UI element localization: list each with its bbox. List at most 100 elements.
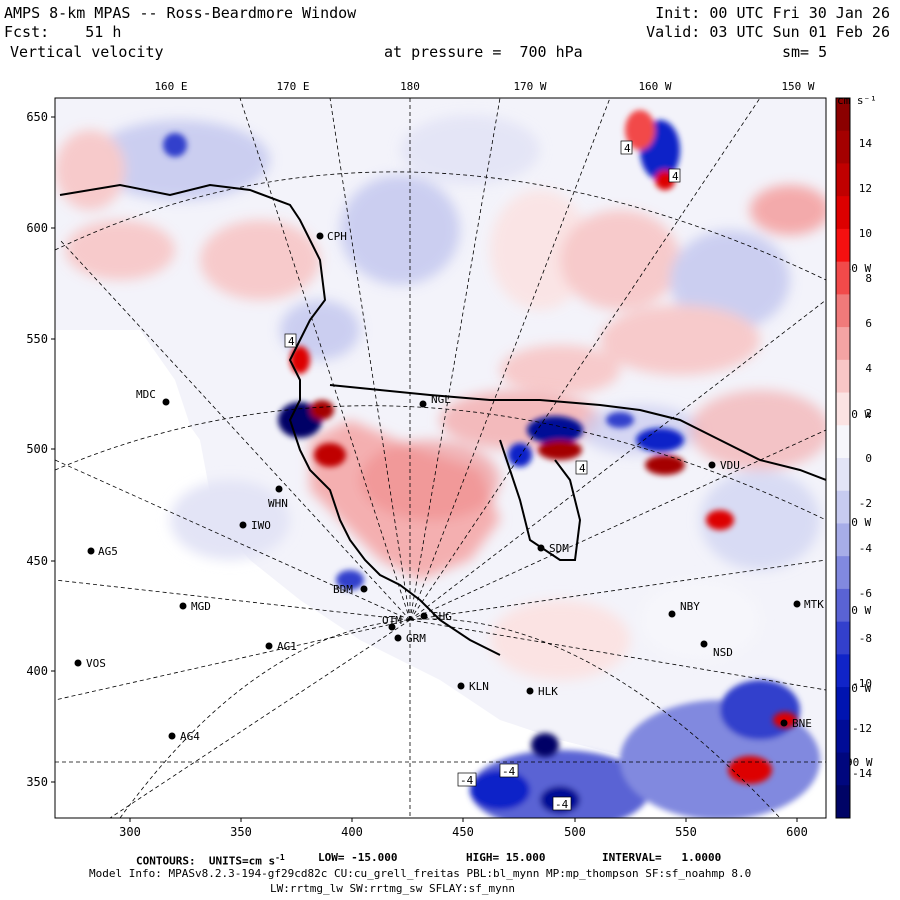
colorbar-swatch (836, 719, 850, 754)
colorbar-swatch (836, 163, 850, 197)
contour-labels: 4 4 4 4 -4 -4 -4 (284, 140, 681, 811)
station-marker (793, 600, 801, 608)
top-lon-label: 180 (400, 80, 420, 93)
colorbar-tick-label: -10 (852, 677, 872, 690)
station-label-mgd: MGD (191, 600, 211, 613)
station-label-nsd: NSD (713, 646, 733, 659)
station-marker (162, 398, 170, 406)
station-label-shg: SHG (432, 610, 452, 623)
colorbar-tick-label: -14 (852, 767, 872, 780)
pressure-level: at pressure = 700 hPa (384, 43, 583, 61)
colorbar-tick-labels: 14 12 10 8 6 4 2 0 -2 -4 -6 -8 -10 -12 -14 (852, 137, 872, 780)
colorbar-swatch (836, 228, 850, 263)
colorbar-swatch (836, 98, 850, 132)
station-label-ag4: AG4 (180, 730, 200, 743)
top-lon-label: 160 W (638, 80, 671, 93)
map-frame (54, 97, 827, 819)
contour-label: -4 (502, 765, 516, 778)
station-label-ngl: NGL (431, 393, 451, 406)
station-label-mdc: MDC (136, 388, 156, 401)
colorbar-tick-label: 0 (865, 452, 872, 465)
station-label-otm: OTM (382, 614, 402, 627)
colorbar-swatch (836, 327, 850, 361)
colorbar-swatch (836, 490, 850, 524)
station-marker (708, 461, 716, 469)
colorbar-units: cm s⁻¹ (837, 94, 877, 107)
colorbar-tick-label: 4 (865, 362, 872, 375)
colorbar-swatch (836, 588, 850, 623)
colorbar-tick-label: -6 (859, 587, 872, 600)
smoothing: sm= 5 (782, 43, 828, 61)
station-label-vos: VOS (86, 657, 106, 670)
contour-label: 4 (579, 462, 586, 475)
left-tick-label: 500 (26, 442, 48, 456)
footer-contours: CONTOURS: UNITS=cm s-1 (136, 853, 285, 868)
right-lon-label: 90 W (846, 756, 873, 769)
colorbar-swatch (836, 458, 850, 492)
station-marker (419, 400, 427, 408)
forecast-hour: Fcst: 51 h (4, 23, 122, 41)
colorbar-swatch (836, 425, 850, 459)
colorbar-swatch (836, 654, 850, 688)
station-label-ag5: AG5 (98, 545, 118, 558)
left-tick-label: 350 (26, 775, 48, 789)
station-label-kln: KLN (469, 680, 489, 693)
station-marker (360, 585, 368, 593)
colorbar-tick-label: -2 (859, 497, 872, 510)
station-marker (275, 485, 283, 493)
station-marker (394, 634, 402, 642)
station-label-mtk: MTK (804, 598, 824, 611)
colorbar-frame (835, 97, 851, 819)
colorbar-swatch (836, 130, 850, 164)
bottom-tick-label: 500 (564, 825, 586, 839)
station-labels: CPH MDC NGL WHN IWO AG5 SDM BDM SHG OTM … (86, 230, 824, 743)
left-tick-label: 650 (26, 110, 48, 124)
station-markers (74, 232, 801, 740)
left-tick-label: 600 (26, 221, 48, 235)
station-label-hlk: HLK (538, 685, 558, 698)
colorbar-swatch (836, 556, 850, 590)
station-label-whn: WHN (268, 497, 288, 510)
colorbar-tick-label: -12 (852, 722, 872, 735)
top-longitude-labels: 160 E 170 E 180 170 W 160 W 150 W (154, 80, 814, 93)
colorbar-swatch (836, 359, 850, 394)
map-area (55, 98, 826, 818)
top-lon-label: 170 W (513, 80, 546, 93)
station-label-bdm: BDM (333, 583, 353, 596)
station-label-nby: NBY (680, 600, 700, 613)
valid-time: Valid: 03 UTC Sun 01 Feb 26 (646, 23, 890, 41)
station-marker (668, 610, 676, 618)
colorbar-swatch (836, 687, 850, 721)
colorbar-swatch (836, 294, 850, 328)
station-marker (457, 682, 465, 690)
graticule (55, 98, 826, 818)
station-label-sdm: SDM (549, 542, 569, 555)
init-time: Init: 00 UTC Fri 30 Jan 26 (655, 4, 890, 22)
bottom-tick-label: 400 (341, 825, 363, 839)
colorbar-tick-label: -4 (859, 542, 873, 555)
bottom-axis: 300 350 400 450 500 550 600 (119, 825, 808, 839)
colorbar (835, 97, 851, 819)
colorbar-tick-label: 8 (865, 272, 872, 285)
colorbar-tick-label: 6 (865, 317, 872, 330)
station-marker (700, 640, 708, 648)
top-lon-label: 160 E (154, 80, 187, 93)
bottom-tick-label: 350 (230, 825, 252, 839)
bottom-tick-label: 550 (675, 825, 697, 839)
contour-label: 4 (288, 335, 295, 348)
station-marker (316, 232, 324, 240)
station-marker (239, 521, 247, 529)
colorbar-tick-label: 12 (859, 182, 872, 195)
station-marker (780, 719, 788, 727)
colorbar-swatch (836, 196, 850, 230)
station-marker (388, 623, 396, 631)
colorbar-swatch (836, 785, 850, 819)
station-label-cph: CPH (327, 230, 347, 243)
colorbar-swatch (836, 523, 850, 557)
coastlines (59, 183, 826, 656)
left-tick-label: 450 (26, 554, 48, 568)
colorbar-swatch (836, 752, 850, 786)
footer-model-info-2: LW:rrtmg_lw SW:rrtmg_sw SFLAY:sf_mynn (270, 882, 516, 895)
colorbar-tick-label: 10 (859, 227, 872, 240)
